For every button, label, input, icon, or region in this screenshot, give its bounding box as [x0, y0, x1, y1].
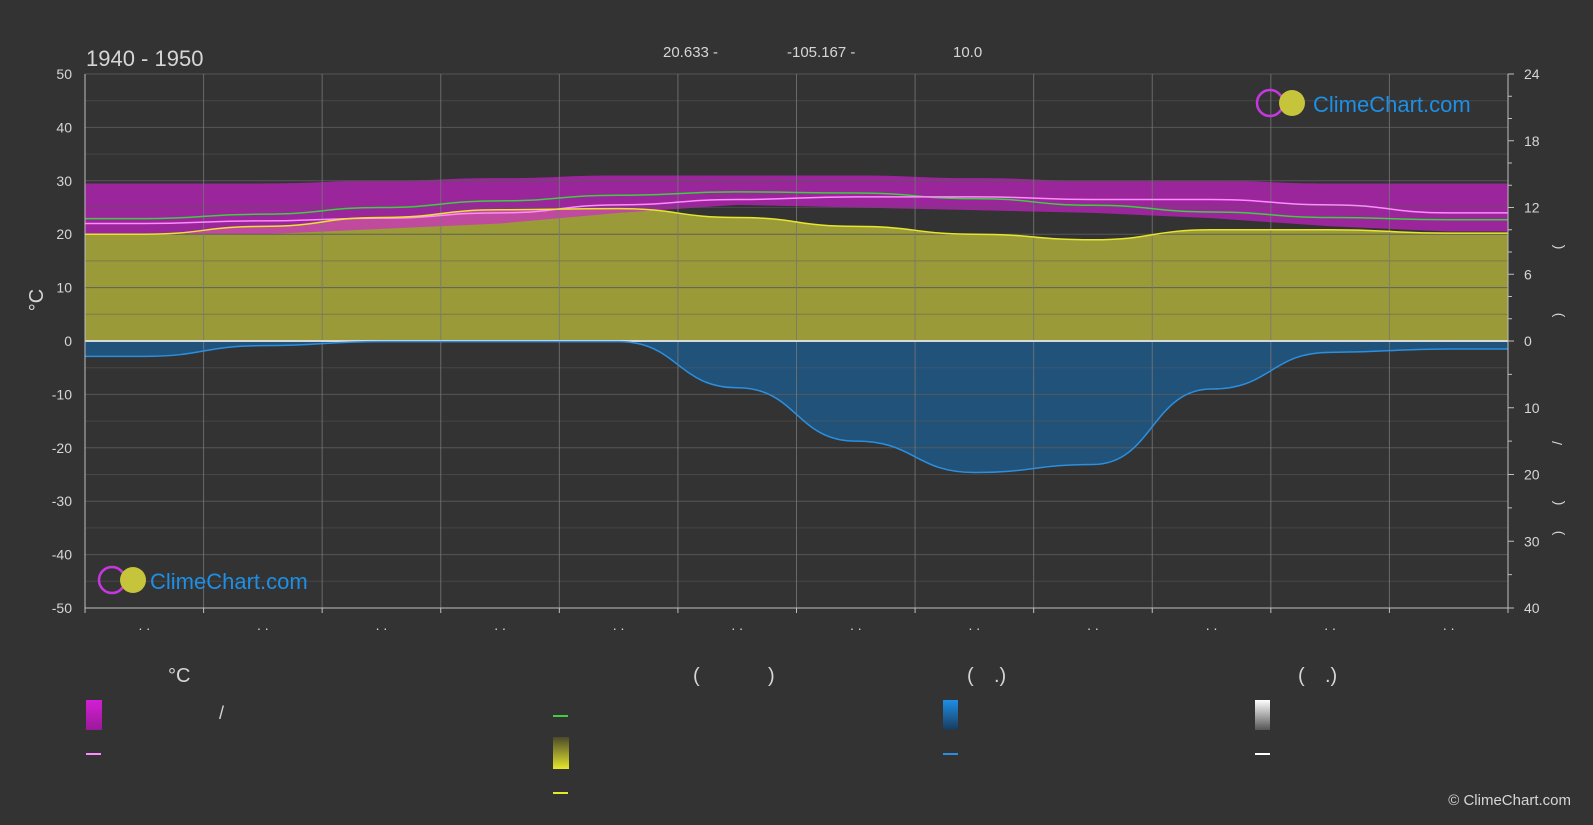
- right-axis-mark: ): [1549, 531, 1565, 536]
- legend-slash: /: [219, 703, 225, 723]
- series-lines: [85, 191, 1508, 474]
- mean-temperature-line: [85, 196, 1508, 225]
- month-tick-label: . .: [613, 617, 625, 633]
- logo-top: ClimeChart.com: [1255, 88, 1471, 118]
- legend-temperature-title: °C: [168, 665, 191, 687]
- right-tick-label: 6: [1524, 266, 1532, 282]
- month-tick-label: . .: [1087, 617, 1099, 633]
- left-tick-label: -10: [52, 386, 72, 402]
- logo-sun-icon: [1279, 90, 1305, 116]
- logo-sun-icon: [120, 567, 146, 593]
- copyright-credit: © ClimeChart.com: [1448, 792, 1571, 809]
- month-tick-label: . .: [1206, 617, 1218, 633]
- right-tick-label: 10: [1524, 400, 1540, 416]
- right-tick-label: 30: [1524, 533, 1540, 549]
- month-tick-label: . .: [494, 617, 506, 633]
- left-tick-label: -30: [52, 493, 72, 509]
- legend-snow-line: [1255, 753, 1270, 755]
- left-tick-label: 30: [56, 173, 72, 189]
- legend-rain-title-close: .): [994, 665, 1007, 687]
- right-tick-label: 20: [1524, 467, 1540, 483]
- month-tick-label: . .: [850, 617, 862, 633]
- legend-temp-range-swatch: [86, 700, 102, 730]
- month-tick-label: . .: [731, 617, 743, 633]
- legend-sunshine-swatch: [553, 737, 569, 769]
- right-tick-label: 12: [1524, 200, 1540, 216]
- legend-rain-title-open: (: [967, 665, 974, 687]
- longitude-label: -105.167 -: [787, 44, 855, 61]
- legend-rain-line: [943, 753, 958, 755]
- elevation-label: 10.0: [953, 44, 982, 61]
- right-tick-label: 0: [1524, 333, 1532, 349]
- right-axis-mark: (: [1549, 244, 1565, 249]
- month-tick-label: . .: [138, 617, 150, 633]
- logo-text: ClimeChart.com: [1313, 92, 1471, 117]
- grid-lines: [84, 73, 1509, 609]
- right-tick-label: 18: [1524, 133, 1540, 149]
- left-tick-label: 20: [56, 226, 72, 242]
- precipitation-line: [85, 340, 1508, 474]
- left-tick-label: 50: [56, 66, 72, 82]
- daylight-line: [85, 191, 1508, 221]
- left-tick-label: -40: [52, 547, 72, 563]
- right-axis-mark: (: [1549, 500, 1565, 505]
- legend-sunshine-line: [553, 792, 568, 794]
- sunshine-line: [85, 207, 1508, 241]
- left-tick-label: 40: [56, 119, 72, 135]
- period-title: 1940 - 1950: [86, 46, 203, 71]
- legend-daylight-line: [553, 715, 568, 717]
- left-axis-unit: °C: [26, 289, 48, 311]
- logo-bottom: ClimeChart.com: [97, 565, 308, 595]
- right-axis-mark: /: [1549, 441, 1565, 445]
- left-tick-label: -50: [52, 600, 72, 616]
- axes: 50 40 30 20 10 0 -10 -20 -30 -40 -50 24 18 12 6 0 10 20 30…: [52, 66, 1540, 633]
- legend-rain-swatch: [943, 700, 958, 730]
- legend-temp-mean-line: [86, 753, 101, 755]
- month-tick-label: . .: [1443, 617, 1455, 633]
- month-tick-label: . .: [376, 617, 388, 633]
- legend-sun-title-close: ): [768, 665, 775, 687]
- month-tick-label: . .: [1324, 617, 1336, 633]
- left-tick-label: 10: [56, 280, 72, 296]
- legend-snow-title-open: (: [1298, 665, 1305, 687]
- month-tick-label: . .: [257, 617, 269, 633]
- logo-text: ClimeChart.com: [150, 569, 308, 594]
- legend-snow-title-close: .): [1325, 665, 1338, 687]
- legend-sun-title-open: (: [693, 665, 700, 687]
- right-axis-mark: ): [1549, 313, 1565, 318]
- legend-snow-swatch: [1255, 700, 1270, 730]
- month-tick-label: . .: [969, 617, 981, 633]
- right-tick-label: 40: [1524, 600, 1540, 616]
- right-tick-label: 24: [1524, 66, 1540, 82]
- left-tick-label: -20: [52, 440, 72, 456]
- latitude-label: 20.633 -: [663, 44, 718, 61]
- left-tick-label: 0: [64, 333, 72, 349]
